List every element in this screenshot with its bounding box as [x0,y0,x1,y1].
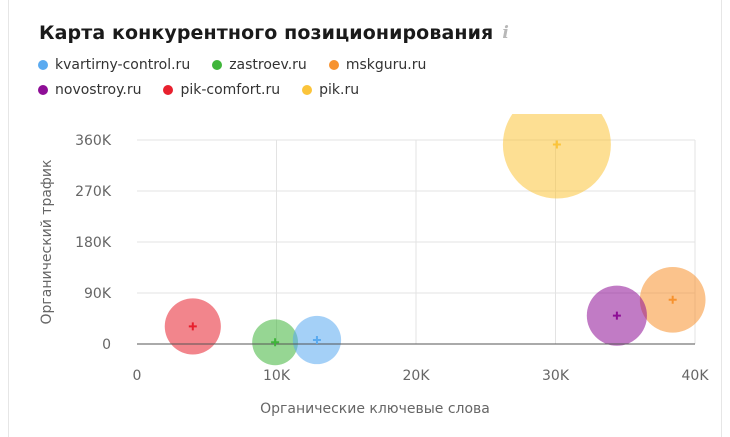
legend-label-pik-comfort: pik-comfort.ru [180,82,281,98]
bubble-center-marker [188,322,197,331]
legend-label-novostroy: novostroy.ru [55,82,142,98]
x-tick-label: 40K [682,368,710,384]
bubble-center-marker [312,336,321,345]
legend-item-pik-comfort[interactable]: pik-comfort.ru [163,82,280,98]
bubble-center-marker [271,338,280,347]
x-tick-label: 10K [263,368,291,384]
y-tick-label: 360K [75,133,112,149]
legend-item-kvartirny-control[interactable]: kvartirny-control.ru [38,57,190,73]
x-tick-label: 0 [133,368,142,384]
legend-swatch-novostroy [38,85,48,95]
legend-label-mskguru: mskguru.ru [345,57,427,73]
legend-item-zastroev[interactable]: zastroev.ru [212,57,307,73]
chart-card: Карта конкурентного позиционирования i k… [8,0,722,437]
x-axis-title: Органические ключевые слова [260,401,490,417]
legend-label-pik: pik.ru [319,82,360,98]
x-tick-label: 20K [403,368,431,384]
x-tick-label: 30K [542,368,570,384]
legend-swatch-pik [302,85,313,95]
bubble-center-marker [612,311,621,320]
bubble-center-marker [552,140,561,149]
legend-item-mskguru[interactable]: mskguru.ru [328,57,427,73]
legend-item-novostroy[interactable]: novostroy.ru [38,82,141,98]
chart-legend: kvartirny-control.ru zastroev.ru mskguru… [38,57,508,98]
y-tick-label: 90K [84,286,112,302]
legend-swatch-pik-comfort [163,85,174,95]
legend-label-zastroev: zastroev.ru [229,57,307,73]
info-icon[interactable]: i [502,23,509,43]
legend-swatch-kvartirny-control [38,60,48,70]
title-row: Карта конкурентного позиционирования i [39,22,509,44]
bubble-layer [164,91,706,366]
bubble-pik-ru[interactable] [502,91,611,199]
bubble-center-marker [668,295,677,304]
y-axis-title: Органический трафик [39,160,55,325]
y-tick-label: 180K [75,235,112,251]
legend-label-kvartirny-control: kvartirny-control.ru [55,57,191,73]
legend-item-pik[interactable]: pik.ru [302,82,359,98]
y-tick-label: 0 [102,337,111,353]
legend-swatch-mskguru [328,60,339,70]
legend-swatch-zastroev [212,60,223,70]
chart-title: Карта конкурентного позиционирования [39,22,494,44]
y-tick-label: 270K [75,184,112,200]
